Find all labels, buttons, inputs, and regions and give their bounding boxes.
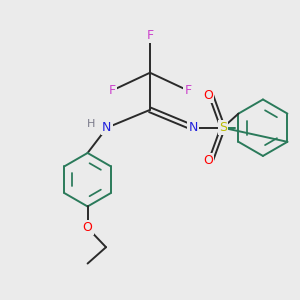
Text: F: F [146,29,154,42]
Text: N: N [102,121,112,134]
Text: S: S [219,121,227,134]
Text: F: F [108,84,116,97]
Text: H: H [87,119,96,129]
Text: F: F [184,84,192,97]
Text: O: O [203,154,213,167]
Text: O: O [203,88,213,101]
Text: O: O [82,221,92,234]
Text: N: N [188,121,198,134]
